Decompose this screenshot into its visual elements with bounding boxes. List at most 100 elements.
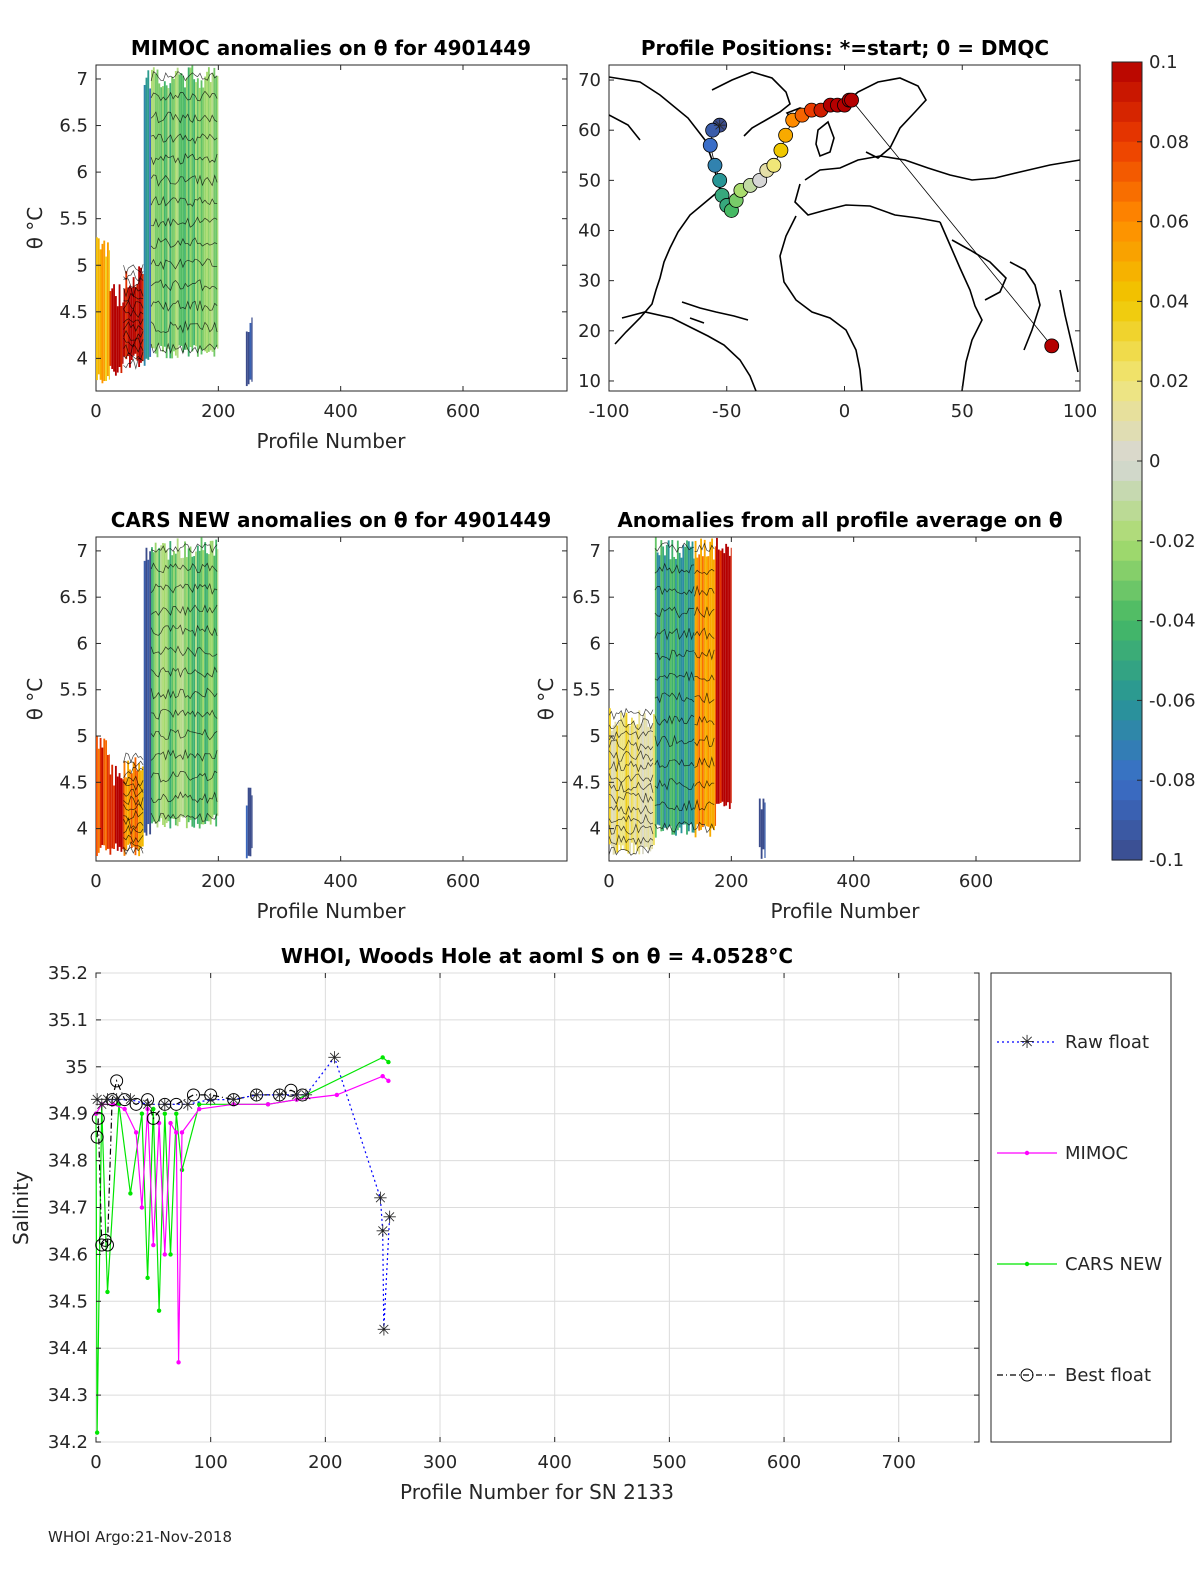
allavg-title: Anomalies from all profile average on θ	[617, 508, 1062, 532]
anomaly-cell	[211, 72, 214, 352]
colorbar-band	[1112, 261, 1142, 283]
anomaly-cell	[158, 547, 161, 822]
anomaly-cell	[152, 67, 155, 349]
best-float-point	[129, 1097, 143, 1111]
series-point	[133, 1130, 139, 1135]
colorbar-band	[1112, 560, 1142, 582]
colorbar-band	[1112, 520, 1142, 542]
raw-float-point: ✳	[226, 1091, 240, 1111]
y-tick-label: 34.8	[48, 1151, 88, 1172]
contour-line	[608, 823, 654, 835]
contour-line	[654, 691, 695, 704]
best-float-point	[204, 1088, 218, 1102]
raw-float-point: ✳	[299, 1086, 313, 1106]
anomaly-cell	[213, 67, 216, 357]
anomaly-cell	[123, 760, 126, 856]
colorbar-band	[1112, 81, 1142, 103]
y-tick-label: 6	[77, 162, 88, 183]
contour-line	[150, 111, 218, 124]
anomaly-cell	[99, 737, 102, 848]
contour-line	[123, 766, 144, 778]
contour-line	[123, 846, 144, 856]
colorbar-band	[1112, 580, 1142, 602]
anomaly-cell	[191, 556, 194, 827]
y-tick-label: 5	[77, 726, 88, 747]
colorbar-tick-label: -0.1	[1149, 850, 1184, 871]
raw-float-point: ✳	[110, 1091, 124, 1111]
x-tick-label: 600	[767, 1452, 801, 1473]
anomaly-cell	[103, 240, 106, 382]
anomaly-cell	[97, 748, 100, 853]
x-tick-label: 100	[193, 1452, 227, 1473]
anomaly-cell	[140, 267, 142, 363]
colorbar-band	[1112, 321, 1142, 342]
colorbar-band	[1112, 141, 1142, 163]
contour-line	[150, 582, 218, 595]
anomaly-cell	[184, 87, 186, 350]
contour-line	[123, 351, 144, 361]
salinity-legend: ✳ Raw float MIMOC CARS NEW Best float	[990, 972, 1172, 1443]
series-point	[174, 1111, 179, 1116]
cars-title: CARS NEW anomalies on θ for 4901449	[111, 508, 552, 532]
colorbar-band	[1112, 401, 1142, 422]
anomaly-cell	[675, 558, 677, 836]
anomaly-cell	[625, 712, 628, 851]
anomaly-cell	[163, 81, 166, 347]
colorbar-band	[1112, 381, 1142, 402]
raw-float-point: ✳	[204, 1091, 218, 1111]
mimoc-heatmap	[96, 65, 253, 387]
anomaly-cell	[156, 69, 159, 358]
anomaly-cell	[678, 552, 681, 828]
contour-line	[654, 671, 695, 682]
anomaly-cell	[174, 71, 177, 356]
anomaly-cell	[656, 552, 659, 825]
mimoc-ticks: 0 200 400 600 4 4.5 5 5.5 6 6.5 7	[59, 65, 567, 422]
series-point	[380, 1073, 385, 1079]
colorbar-band	[1112, 281, 1142, 302]
anomaly-cell	[687, 541, 690, 832]
anomaly-cell	[145, 77, 148, 359]
profile-position	[844, 92, 859, 108]
cars-panel: 0 200 400 600 4 4.5 5 5.5 6 6.5 7 CARS NEW anomali…	[23, 508, 568, 923]
contour-line	[123, 834, 144, 844]
raw-float-point: ✳	[377, 1320, 391, 1340]
x-tick-label: 50	[951, 401, 974, 422]
anomaly-cell	[141, 766, 144, 847]
anomaly-cell	[660, 540, 663, 832]
legend-best-float: Best float	[997, 1365, 1151, 1386]
series-point	[386, 1059, 391, 1065]
contour-line	[654, 542, 695, 553]
anomaly-cell	[653, 714, 655, 846]
anomaly-cell	[647, 726, 650, 850]
anomaly-cell	[129, 769, 131, 844]
contour-line	[123, 816, 144, 830]
contour-line	[150, 90, 218, 102]
colorbar-tick-label: -0.04	[1149, 611, 1196, 632]
anomaly-cell	[654, 537, 657, 838]
contour-line	[123, 318, 144, 326]
contour-line	[151, 543, 218, 554]
best-float-point	[95, 1238, 109, 1252]
profile-position	[702, 137, 718, 153]
anomaly-cell	[176, 67, 179, 358]
raw-float-point: ✳	[123, 1091, 137, 1111]
anomaly-cell	[217, 75, 219, 349]
contour-line	[608, 718, 654, 731]
raw-float-point: ✳	[249, 1086, 263, 1106]
anomaly-cell	[160, 87, 163, 347]
anomaly-cell	[165, 85, 168, 359]
anomaly-cell	[136, 770, 139, 850]
anomaly-cell	[132, 277, 135, 356]
anomaly-cell	[122, 779, 124, 850]
anomaly-cell	[716, 537, 718, 804]
anomaly-cell	[694, 540, 697, 838]
y-tick-label: 4.5	[59, 302, 88, 323]
anomaly-cell	[202, 87, 205, 350]
raw-float-point: ✳	[373, 1189, 387, 1209]
contour-line	[150, 195, 218, 207]
x-tick-label: -100	[589, 401, 630, 422]
y-tick-label: 6.5	[59, 587, 88, 608]
contour-line	[608, 760, 654, 773]
anomaly-cell	[634, 725, 637, 845]
colorbar-band	[1112, 720, 1142, 741]
